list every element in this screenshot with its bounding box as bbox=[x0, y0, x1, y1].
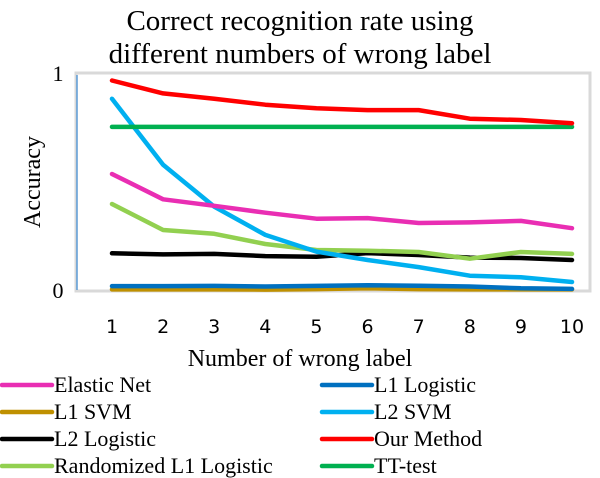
y-tick-1: 1 bbox=[53, 61, 64, 86]
chart-title-line-2: different numbers of wrong label bbox=[109, 38, 492, 70]
legend-item-elastic-net: Elastic Net bbox=[0, 372, 151, 397]
x-tick-1: 1 bbox=[106, 316, 118, 338]
x-tick-6: 6 bbox=[362, 316, 374, 338]
legend-label: Randomized L1 Logistic bbox=[54, 453, 273, 478]
x-tick-10: 10 bbox=[560, 316, 584, 338]
legend-item-our-method: Our Method bbox=[319, 426, 482, 451]
series-l1-logistic bbox=[109, 282, 575, 292]
legend-label: L2 SVM bbox=[374, 399, 452, 424]
legend-label: Elastic Net bbox=[54, 372, 151, 397]
x-tick-5: 5 bbox=[310, 316, 322, 338]
legend-label: L1 SVM bbox=[54, 399, 132, 424]
legend-item-tt-test: TT-test bbox=[319, 453, 437, 478]
x-tick-7: 7 bbox=[413, 316, 425, 338]
legend: Elastic Net L1 Logistic L1 SVM L2 SVM L2 Log… bbox=[0, 372, 482, 478]
series-our-method bbox=[109, 78, 575, 126]
legend-label: L1 Logistic bbox=[374, 372, 476, 397]
x-tick-8: 8 bbox=[464, 316, 476, 338]
legend-label: TT-test bbox=[374, 453, 437, 478]
chart-title-line-1: Correct recognition rate using bbox=[126, 5, 473, 37]
series-randomized-l1-logistic bbox=[109, 201, 575, 261]
legend-item-randomized-l1-logistic: Randomized L1 Logistic bbox=[0, 453, 273, 478]
legend-label: Our Method bbox=[374, 426, 482, 451]
series-elastic-net bbox=[109, 171, 575, 231]
legend-item-l1-svm: L1 SVM bbox=[0, 399, 132, 424]
legend-item-l2-svm: L2 SVM bbox=[319, 399, 452, 424]
series-lines bbox=[109, 78, 575, 292]
series-l2-svm bbox=[109, 96, 575, 285]
legend-item-l1-logistic: L1 Logistic bbox=[319, 372, 476, 397]
x-tick-2: 2 bbox=[157, 316, 169, 338]
legend-label: L2 Logistic bbox=[54, 426, 156, 451]
x-tick-4: 4 bbox=[259, 316, 271, 338]
x-tick-3: 3 bbox=[208, 316, 220, 338]
y-axis-title: Accuracy bbox=[20, 136, 46, 228]
x-tick-9: 9 bbox=[515, 316, 527, 338]
legend-item-l2-logistic: L2 Logistic bbox=[0, 426, 156, 451]
y-tick-0: 0 bbox=[53, 278, 64, 303]
x-axis-ticks: 1 2 3 4 5 6 7 8 9 10 bbox=[106, 316, 584, 338]
x-axis-title: Number of wrong label bbox=[188, 346, 413, 372]
